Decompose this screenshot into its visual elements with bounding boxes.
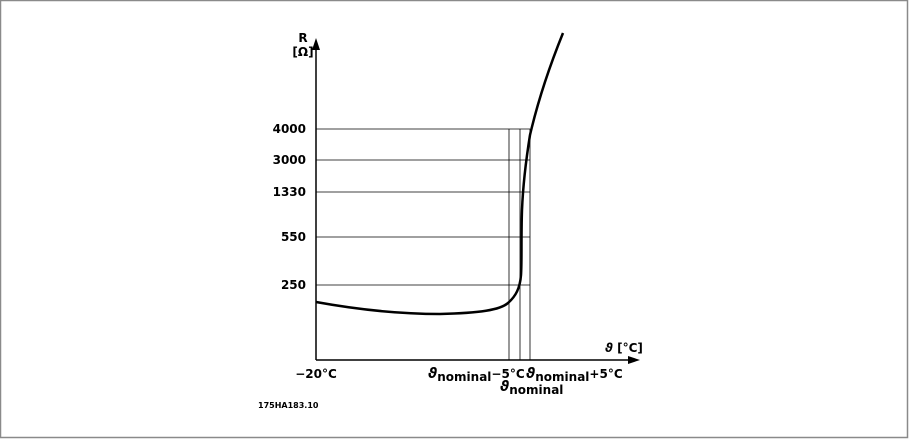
y-label: 1330 [273,185,306,199]
suffix: −5°C [491,367,524,381]
x-axis-label: ϑ [°C] [605,341,643,355]
subscript: nominal [509,383,563,397]
x-label: −20°C [295,367,337,381]
x-axis-unit: [°C] [617,341,643,355]
figure-code: 175HA183.10 [258,401,319,410]
x-arrow [628,356,640,364]
reference-lines [316,128,531,360]
suffix: +5°C [589,367,622,381]
symbol: ϑ [500,379,510,395]
y-axis-symbol: R [298,31,307,45]
symbol: ϑ [428,366,438,382]
y-axis-unit: [Ω] [292,45,313,59]
y-label: 550 [281,230,306,244]
y-label: 4000 [273,122,306,136]
y-arrow [312,38,320,50]
x-label: ϑnominal [500,379,563,397]
x-label: ϑnominal+5°C [526,366,623,384]
y-label: 250 [281,278,306,292]
x-axis-symbol: ϑ [605,341,613,355]
symbol: ϑ [526,366,536,382]
subscript: nominal [437,370,491,384]
x-label: ϑnominal−5°C [428,366,525,384]
subscript: nominal [535,370,589,384]
y-label: 3000 [273,153,306,167]
ptc-curve [315,32,565,316]
